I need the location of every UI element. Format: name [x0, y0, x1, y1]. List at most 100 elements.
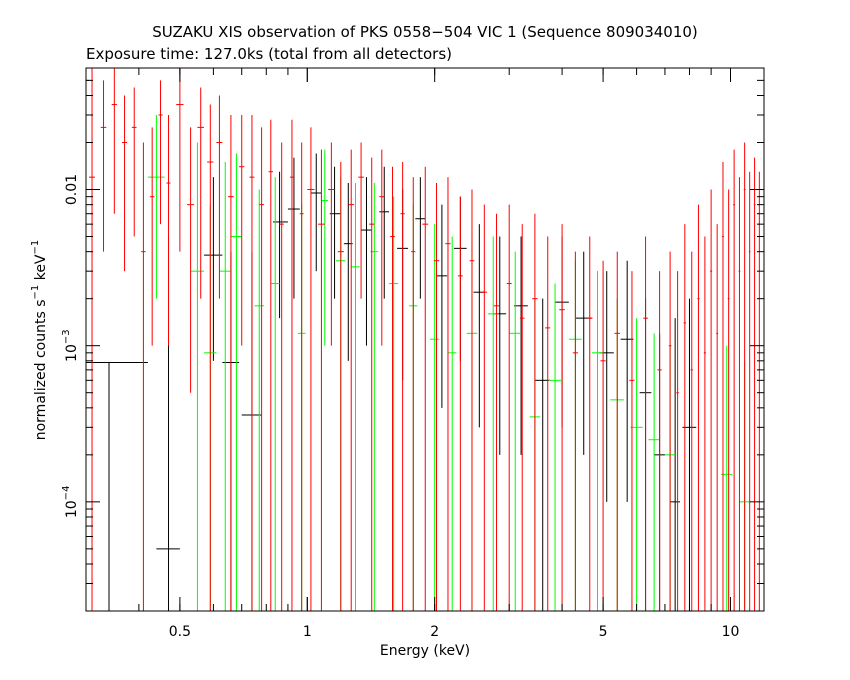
data-point	[147, 115, 165, 299]
data-point	[683, 224, 686, 611]
chart-title: SUZAKU XIS observation of PKS 0558−504 V…	[152, 23, 698, 41]
data-point	[379, 166, 390, 299]
data-point	[207, 104, 214, 611]
data-point	[379, 149, 385, 346]
data-point	[111, 68, 117, 214]
data-point	[337, 162, 344, 611]
data-point	[643, 236, 648, 611]
data-point	[228, 115, 234, 611]
data-point	[733, 149, 736, 611]
y-axis-label: normalized counts s−1 keV−1	[30, 240, 49, 441]
data-point	[317, 149, 325, 611]
data-point	[545, 236, 551, 611]
data-point	[400, 162, 405, 611]
plot-frame	[85, 67, 765, 612]
data-point	[753, 157, 756, 611]
x-tick-label: 5	[599, 624, 608, 640]
data-point	[614, 251, 620, 611]
y-tick-label: 0.01	[64, 174, 80, 205]
y-axis-label-sup2: −1	[30, 240, 41, 255]
data-point	[219, 162, 231, 611]
data-point	[411, 177, 416, 611]
data-point	[591, 271, 604, 611]
data-point	[358, 142, 364, 299]
data-point	[158, 80, 163, 225]
data-point	[738, 177, 741, 611]
data-point	[259, 127, 264, 611]
data-point	[422, 166, 429, 611]
data-point	[348, 149, 355, 611]
data-point	[586, 236, 593, 611]
data-point	[187, 127, 195, 393]
data-point	[447, 236, 457, 611]
tick-marks	[85, 67, 764, 612]
data-point	[216, 95, 223, 299]
data-point	[668, 251, 672, 611]
x-tick-label: 0.5	[169, 624, 191, 640]
axes-layer: 0.5 1 2 5 10 10−4 10−3 0.01	[61, 67, 765, 640]
data-point	[457, 196, 463, 611]
data-point	[493, 213, 500, 611]
data-point	[307, 127, 315, 611]
data-series-3	[85, 68, 761, 611]
data-point	[268, 119, 274, 611]
data-point	[697, 204, 700, 611]
data-point	[548, 283, 562, 611]
data-point	[289, 119, 294, 611]
data-point	[430, 224, 440, 611]
data-point	[743, 142, 746, 611]
data-point	[122, 95, 128, 272]
data-point	[328, 142, 335, 346]
data-point	[600, 260, 606, 611]
data-point	[620, 260, 634, 502]
x-tick-label: 2	[430, 624, 439, 640]
x-tick-label: 1	[303, 624, 312, 640]
data-point	[657, 271, 662, 611]
data-point	[279, 142, 284, 611]
data-point	[351, 183, 360, 611]
data-point	[690, 251, 693, 611]
data-point	[131, 87, 137, 237]
data-point	[722, 162, 724, 611]
data-point	[287, 157, 300, 299]
data-point	[86, 362, 148, 611]
data-point	[197, 87, 204, 299]
data-point	[676, 271, 679, 611]
data-point	[469, 189, 475, 611]
data-point	[310, 153, 322, 272]
x-axis-label: Energy (keV)	[380, 643, 470, 659]
data-point	[239, 115, 245, 346]
data-point	[532, 213, 538, 611]
series-layer	[85, 68, 761, 611]
data-point	[703, 236, 706, 611]
data-point	[519, 224, 525, 611]
data-point	[559, 224, 565, 611]
data-point	[249, 115, 255, 611]
chart-subtitle: Exposure time: 127.0ks (total from all d…	[86, 45, 452, 63]
data-point	[436, 204, 448, 408]
data-point	[716, 224, 719, 611]
data-point	[514, 236, 528, 455]
data-point	[190, 142, 204, 611]
data-point	[629, 271, 635, 611]
data-point	[166, 115, 171, 346]
y-tick-label: 10−4	[61, 486, 80, 519]
y-axis-label-mid: keV	[33, 254, 49, 285]
data-point	[141, 142, 146, 611]
data-point	[648, 333, 660, 611]
data-point	[89, 68, 95, 611]
data-point	[710, 189, 713, 611]
data-point	[670, 318, 681, 611]
y-axis-label-main: normalized counts s	[33, 299, 49, 440]
data-point	[445, 177, 451, 611]
data-point	[369, 157, 375, 611]
data-point	[361, 177, 372, 346]
data-point	[481, 204, 488, 611]
x-tick-label: 10	[722, 624, 740, 640]
y-axis-label-sup1: −1	[30, 285, 41, 300]
data-point	[415, 177, 426, 299]
data-point	[100, 80, 107, 252]
data-point	[509, 251, 522, 611]
data-point	[506, 204, 512, 611]
